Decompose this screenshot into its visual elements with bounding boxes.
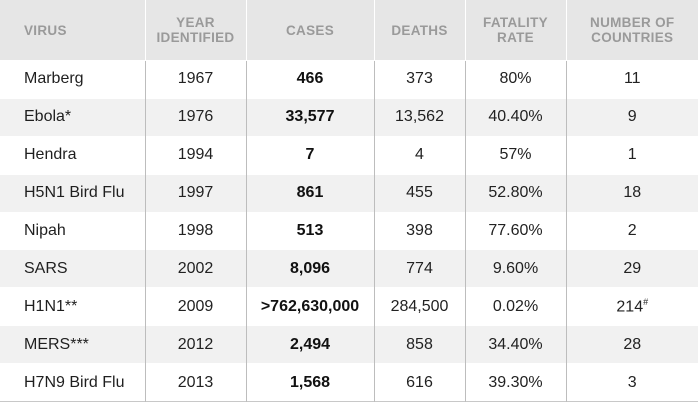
cell-cases: 2,494 — [246, 325, 375, 364]
cell-deaths: 373 — [374, 60, 466, 99]
cell-cases: 33,577 — [246, 97, 375, 137]
cell-virus: Marberg — [0, 60, 146, 99]
cell-rate: 80% — [465, 60, 567, 99]
table-row: MERS*** 2012 2,494 858 34.40% 28 — [0, 325, 698, 364]
cell-countries: 214# — [566, 287, 698, 326]
cell-countries: 2 — [566, 211, 698, 250]
cell-cases: 513 — [246, 211, 375, 250]
cell-cases: 8,096 — [246, 249, 375, 288]
table-header: VIRUS YEAR IDENTIFIED CASES DEATHS FATAL… — [0, 0, 698, 61]
cell-deaths: 774 — [374, 249, 466, 288]
cell-year: 2012 — [145, 325, 247, 364]
cell-cases: 7 — [246, 135, 375, 175]
cell-deaths: 398 — [374, 211, 466, 250]
cell-year: 1994 — [145, 135, 247, 175]
cell-countries: 28 — [566, 325, 698, 364]
cell-year: 1967 — [145, 60, 247, 99]
cell-year: 1998 — [145, 211, 247, 250]
cell-virus: H5N1 Bird Flu — [0, 173, 146, 213]
cell-virus: H7N9 Bird Flu — [0, 363, 146, 402]
cell-rate: 77.60% — [465, 211, 567, 250]
table-row: H5N1 Bird Flu 1997 861 455 52.80% 18 — [0, 173, 698, 213]
header-number-of-countries: NUMBER OF COUNTRIES — [590, 15, 675, 45]
cell-virus: MERS*** — [0, 325, 146, 364]
table-row: Marberg 1967 466 373 80% 11 — [0, 60, 698, 99]
cell-year: 1997 — [145, 173, 247, 213]
cell-rate: 40.40% — [465, 97, 567, 137]
table-row: Ebola* 1976 33,577 13,562 40.40% 9 — [0, 97, 698, 137]
header-fatality-rate: FATALITY RATE — [465, 0, 567, 61]
cell-countries: 18 — [566, 173, 698, 213]
cell-deaths: 284,500 — [374, 287, 466, 326]
header-year-identified: YEAR IDENTIFIED — [145, 0, 247, 61]
table-row: Nipah 1998 513 398 77.60% 2 — [0, 211, 698, 250]
cell-cases: 861 — [246, 173, 375, 213]
cell-cases: >762,630,000 — [246, 287, 375, 326]
table-body: Marberg 1967 466 373 80% 11 Ebola* 1976 33,577 13… — [0, 60, 698, 402]
cell-rate: 34.40% — [465, 325, 567, 364]
cell-rate: 39.30% — [465, 363, 567, 402]
header-row: VIRUS YEAR IDENTIFIED CASES DEATHS FATAL… — [0, 0, 698, 61]
cell-deaths: 616 — [374, 363, 466, 402]
header-virus: VIRUS — [0, 0, 146, 61]
cell-year: 2013 — [145, 363, 247, 402]
cell-virus: Ebola* — [0, 97, 146, 137]
cell-rate: 9.60% — [465, 249, 567, 288]
cell-virus: Hendra — [0, 135, 146, 175]
cell-rate: 0.02% — [465, 287, 567, 326]
cell-rate: 57% — [465, 135, 567, 175]
cell-countries: 3 — [566, 363, 698, 402]
cell-year: 2002 — [145, 249, 247, 288]
header-cases: CASES — [246, 0, 375, 61]
cell-deaths: 13,562 — [374, 97, 466, 137]
cell-cases: 1,568 — [246, 363, 375, 402]
table-row: H7N9 Bird Flu 2013 1,568 616 39.30% 3 — [0, 363, 698, 402]
cell-deaths: 858 — [374, 325, 466, 364]
cell-virus: Nipah — [0, 211, 146, 250]
cell-countries: 11 — [566, 60, 698, 99]
footnote-marker: # — [643, 297, 649, 308]
cell-cases: 466 — [246, 60, 375, 99]
cell-year: 1976 — [145, 97, 247, 137]
cell-countries: 9 — [566, 97, 698, 137]
table-row: SARS 2002 8,096 774 9.60% 29 — [0, 249, 698, 288]
cell-deaths: 4 — [374, 135, 466, 175]
header-deaths: DEATHS — [374, 0, 466, 61]
cell-year: 2009 — [145, 287, 247, 326]
table-row: Hendra 1994 7 4 57% 1 — [0, 135, 698, 175]
cell-countries: 29 — [566, 249, 698, 288]
cell-countries: 1 — [566, 135, 698, 175]
cell-deaths: 455 — [374, 173, 466, 213]
cell-virus: H1N1** — [0, 287, 146, 326]
cell-rate: 52.80% — [465, 173, 567, 213]
cell-virus: SARS — [0, 249, 146, 288]
table-row: H1N1** 2009 >762,630,000 284,500 0.02% 214# — [0, 287, 698, 326]
